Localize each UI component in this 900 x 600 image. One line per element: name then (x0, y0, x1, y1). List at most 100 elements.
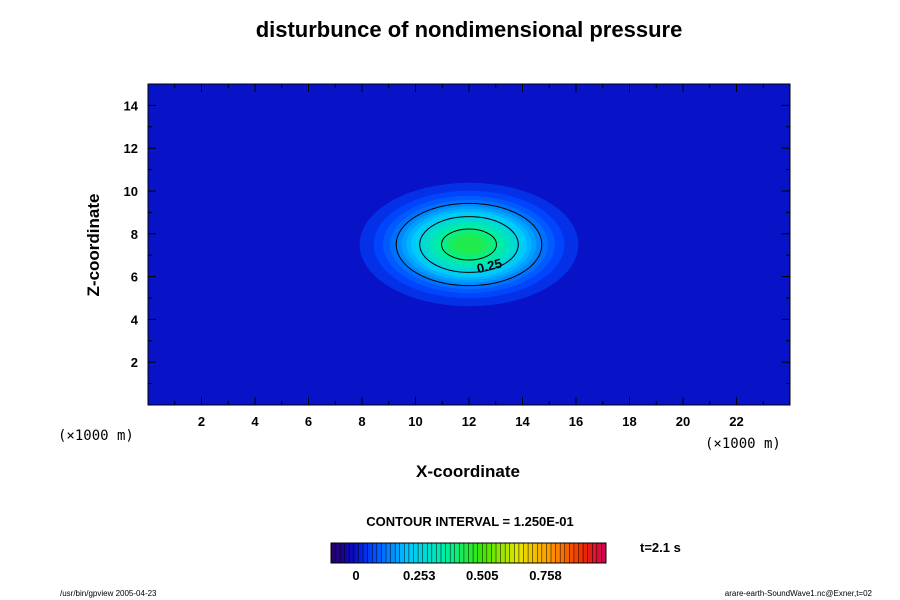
colorbar-bin (560, 543, 566, 563)
colorbar-bin (578, 543, 584, 563)
colorbar-bin (340, 543, 346, 563)
colorbar-bin (335, 543, 341, 563)
colorbar-bin (546, 543, 552, 563)
y-tick-label: 4 (131, 312, 139, 327)
field-band (453, 235, 485, 254)
colorbar-bin (390, 543, 396, 563)
colorbar-bin (523, 543, 529, 563)
colorbar-tick-label: 0 (352, 568, 359, 583)
colorbar-bin (486, 543, 492, 563)
x-tick-label: 8 (358, 414, 365, 429)
colorbar-bin (505, 543, 511, 563)
x-axis-label: X-coordinate (416, 462, 520, 481)
colorbar-bin (450, 543, 456, 563)
footer-left-text: /usr/bin/gpview 2005-04-23 (60, 589, 157, 598)
x-tick-label: 20 (676, 414, 690, 429)
colorbar-bin (431, 543, 437, 563)
y-axis-unit: (×1000 m) (58, 428, 134, 444)
colorbar-bin (528, 543, 533, 563)
colorbar-bin (331, 543, 336, 563)
y-axis-label: Z-coordinate (84, 194, 103, 297)
colorbar-bin (418, 543, 423, 563)
colorbar-tick-label: 0.758 (529, 568, 562, 583)
colorbar-bin (358, 543, 364, 563)
colorbar: 0 0.253 0.505 0.758 (330, 542, 607, 583)
colorbar-frame (330, 542, 607, 564)
colorbar-bin (459, 543, 465, 563)
x-axis: 2 4 6 8 10 12 14 16 18 20 22 (174, 84, 764, 429)
colorbar-bin (601, 543, 607, 563)
x-tick-label: 16 (569, 414, 583, 429)
colorbar-bin (372, 543, 378, 563)
x-tick-label: 18 (622, 414, 636, 429)
contour-line (441, 228, 497, 261)
colorbar-bin (596, 543, 602, 563)
y-tick-label: 12 (124, 141, 138, 156)
colorbar-bin (551, 543, 556, 563)
colorbar-bin (399, 543, 405, 563)
colorbar-bin (541, 543, 547, 563)
colorbar-bin (587, 543, 593, 563)
colorbar-bin (454, 543, 460, 563)
x-tick-label: 4 (251, 414, 259, 429)
colorbar-bin (509, 543, 515, 563)
footer-right-text: arare-earth-SoundWave1.nc@Exner,t=02 (725, 589, 873, 598)
x-tick-label: 12 (462, 414, 476, 429)
y-tick-label: 8 (131, 227, 138, 242)
x-tick-label: 22 (729, 414, 743, 429)
colorbar-bin (367, 543, 373, 563)
colorbar-bin (473, 543, 478, 563)
x-tick-label: 14 (515, 414, 530, 429)
colorbar-bin (482, 543, 488, 563)
colorbar-bin (532, 543, 538, 563)
y-tick-label: 14 (124, 98, 139, 113)
colorbar-bin (441, 543, 446, 563)
y-axis: 2 4 6 8 10 12 14 (124, 98, 790, 385)
colorbar-bin (427, 543, 433, 563)
colorbar-bin (353, 543, 359, 563)
chart-title: disturbunce of nondimensional pressure (256, 17, 683, 42)
x-axis-unit: (×1000 m) (705, 436, 781, 452)
colorbar-bin (564, 543, 570, 563)
colorbar-bin (518, 543, 524, 563)
contour-line (419, 216, 519, 273)
colorbar-bin (500, 543, 506, 563)
colorbar-bin (376, 543, 382, 563)
colorbar-bin (404, 543, 410, 563)
colorbar-bin (468, 543, 474, 563)
colorbar-bin (496, 543, 501, 563)
colorbar-bin (344, 543, 350, 563)
colorbar-bin (422, 543, 428, 563)
colorbar-bin (573, 543, 579, 563)
plot-area: 0.25 (147, 83, 791, 406)
x-tick-label: 6 (305, 414, 312, 429)
y-tick-label: 10 (124, 184, 138, 199)
colorbar-bin (395, 543, 401, 563)
colorbar-bin (413, 543, 419, 563)
colorbar-bin (537, 543, 543, 563)
colorbar-bin (583, 543, 588, 563)
colorbar-bin (569, 543, 575, 563)
colorbar-bin (381, 543, 387, 563)
colorbar-bin (349, 543, 355, 563)
contour-label: 0.25 (475, 255, 503, 276)
colorbar-bin (491, 543, 497, 563)
colorbar-bin (386, 543, 391, 563)
colorbar-bin (477, 543, 483, 563)
colorbar-bin (463, 543, 469, 563)
contour-line (395, 202, 543, 287)
y-tick-label: 2 (131, 355, 138, 370)
y-tick-label: 6 (131, 270, 138, 285)
contour-interval-label: CONTOUR INTERVAL = 1.250E-01 (366, 514, 573, 529)
colorbar-bin (445, 543, 451, 563)
colorbar-bin (363, 543, 368, 563)
colorbar-tick-label: 0.253 (403, 568, 436, 583)
x-tick-label: 10 (408, 414, 422, 429)
colorbar-bin (514, 543, 520, 563)
colorbar-tick-label: 0.505 (466, 568, 499, 583)
colorbar-bin (436, 543, 442, 563)
time-label: t=2.1 s (640, 540, 681, 555)
colorbar-bin (592, 543, 598, 563)
colorbar-bin (408, 543, 414, 563)
